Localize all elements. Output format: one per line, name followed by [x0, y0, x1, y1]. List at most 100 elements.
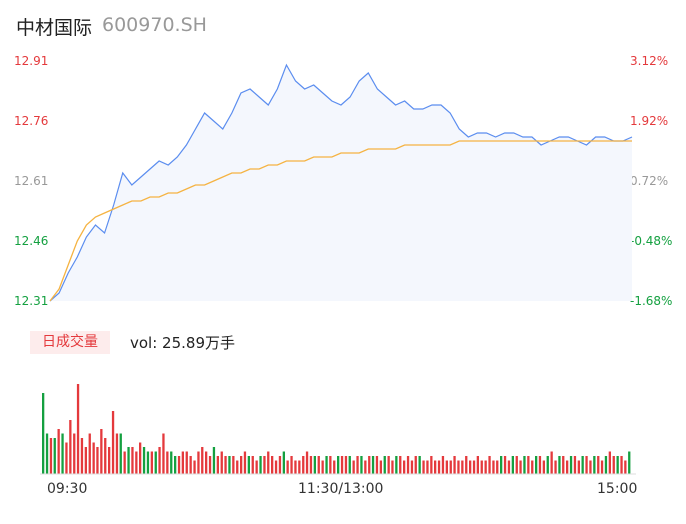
volume-bar	[247, 456, 250, 474]
time-tick-close: 15:00	[597, 481, 638, 497]
volume-bar	[135, 451, 138, 474]
volume-bar	[484, 460, 487, 474]
volume-bar	[333, 460, 336, 474]
volume-bar	[278, 456, 282, 474]
volume-bar	[368, 456, 371, 474]
volume-bar	[348, 456, 351, 474]
average-price-line	[49, 140, 632, 302]
volume-bar	[243, 451, 247, 474]
volume-bar	[290, 456, 293, 474]
volume-bar	[309, 456, 313, 474]
volume-bar	[546, 456, 549, 474]
volume-bar	[414, 456, 417, 474]
volume-bar	[80, 438, 84, 474]
volume-bar	[628, 451, 631, 474]
volume-bar	[142, 447, 146, 474]
volume-bar	[406, 456, 410, 474]
time-tick-mid: 11:30/13:00	[298, 481, 384, 497]
volume-bar	[410, 460, 414, 474]
volume-bar	[608, 451, 611, 474]
volume-bar	[387, 456, 390, 474]
volume-bar	[131, 447, 134, 474]
volume-bar	[201, 447, 204, 474]
volume-bar	[232, 456, 235, 474]
volume-bar	[92, 442, 95, 474]
volume-bar	[220, 451, 223, 474]
volume-bar	[538, 456, 542, 474]
volume-bar	[208, 456, 212, 474]
volume-bar	[472, 460, 476, 474]
volume-bar	[216, 456, 219, 474]
volume-bar	[624, 460, 627, 474]
time-tick-open: 09:30	[47, 481, 88, 497]
volume-bar	[503, 456, 507, 474]
volume-bar	[616, 456, 619, 474]
volume-bar	[554, 460, 557, 474]
volume-bar	[150, 451, 153, 474]
stock-name: 中材国际	[16, 17, 93, 39]
volume-bar	[158, 447, 161, 474]
volume-bar	[123, 451, 126, 474]
pct-tick-4: -1.68%	[630, 294, 673, 308]
volume-bar	[340, 456, 344, 474]
volume-bar	[302, 456, 305, 474]
volume-bar	[476, 456, 479, 474]
volume-bar	[108, 447, 111, 474]
volume-bar	[535, 456, 538, 474]
price-tick-0: 12.91	[14, 54, 49, 68]
volume-bar	[193, 460, 196, 474]
stock-code: 600970.SH	[102, 14, 207, 36]
volume-bar	[45, 433, 49, 474]
volume-bar	[527, 456, 530, 474]
volume-bar	[566, 460, 569, 474]
volume-bar	[364, 460, 367, 474]
volume-bar	[115, 433, 119, 474]
volume-bar	[263, 456, 266, 474]
volume-bar	[569, 456, 573, 474]
volume-bar	[371, 456, 375, 474]
volume-bar	[581, 456, 584, 474]
volume-bar	[600, 460, 604, 474]
volume-bar	[562, 456, 565, 474]
volume-bar	[294, 460, 297, 474]
volume-bar	[391, 460, 394, 474]
volume-bar	[434, 460, 437, 474]
volume-bar	[531, 460, 534, 474]
volume-bar	[612, 456, 615, 474]
volume-bar	[399, 456, 402, 474]
price-tick-1: 12.76	[14, 114, 49, 128]
volume-bar	[271, 456, 274, 474]
volume-bar	[84, 447, 87, 474]
volume-bar	[356, 456, 359, 474]
volume-bar	[519, 460, 522, 474]
volume-bar	[282, 451, 285, 474]
volume-bar	[457, 460, 460, 474]
volume-bar	[251, 456, 254, 474]
pct-tick-0: 3.12%	[630, 54, 669, 68]
volume-bar	[73, 433, 76, 474]
volume-bar	[383, 456, 386, 474]
price-area	[50, 65, 632, 301]
volume-bar	[422, 460, 425, 474]
volume-bar	[344, 456, 348, 474]
volume-bar	[228, 456, 231, 474]
price-tick-2: 12.61	[14, 174, 49, 188]
volume-bar	[69, 420, 72, 474]
volume-bar	[274, 460, 278, 474]
volume-bar	[177, 456, 181, 474]
volume-bar	[96, 447, 99, 474]
volume-bar	[181, 451, 184, 474]
volume-bar	[104, 438, 107, 474]
volume-bar	[461, 460, 464, 474]
volume-bar	[593, 456, 596, 474]
pct-tick-1: 1.92%	[630, 114, 669, 128]
volume-bar	[57, 429, 60, 474]
volume-bar	[542, 460, 545, 474]
volume-bar	[170, 451, 173, 474]
volume-bar	[558, 456, 561, 474]
volume-bar	[267, 451, 270, 474]
volume-bar	[317, 456, 320, 474]
volume-bar	[360, 456, 363, 474]
volume-bar	[437, 460, 441, 474]
volume-bar	[620, 456, 623, 474]
